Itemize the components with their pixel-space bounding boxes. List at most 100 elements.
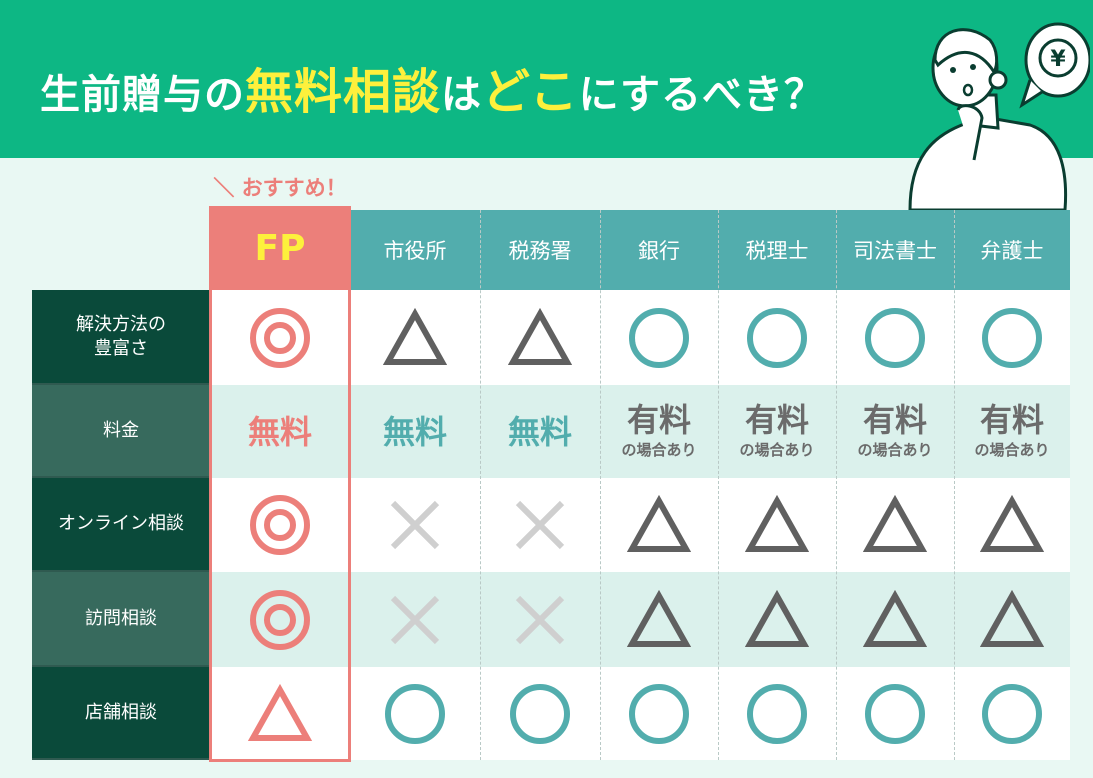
triangle-icon [627, 589, 691, 647]
circle-icon [865, 683, 925, 744]
triangle-icon [508, 307, 572, 365]
title-text: 生前贈与の [40, 72, 245, 118]
triangle-icon [627, 494, 691, 552]
table-cell [836, 290, 954, 385]
table-cell [718, 290, 836, 385]
fee-text: 無料 [382, 412, 447, 451]
fee-note: の場合あり [974, 440, 1050, 459]
fee-note: の場合あり [739, 440, 815, 459]
double-circle-icon [250, 495, 310, 555]
fee-note: の場合あり [857, 440, 933, 459]
column-header-6: 弁護士 [954, 210, 1070, 290]
table-cell [350, 572, 480, 667]
circle-icon [982, 307, 1042, 368]
column-header-fp: FP [210, 206, 350, 290]
column-divider [836, 210, 837, 760]
cross-icon [515, 500, 565, 550]
column-header-1: 市役所 [350, 210, 480, 290]
table-cell: 有料 の場合あり [600, 385, 718, 478]
triangle-icon [745, 494, 809, 552]
table-cell [210, 290, 350, 385]
column-header-2: 税務署 [480, 210, 600, 290]
row-label: 解決方法の 豊富さ [32, 290, 210, 385]
column-header-5: 司法書士 [836, 210, 954, 290]
triangle-icon [980, 589, 1044, 647]
page-title: 生前贈与の無料相談はどこにするべき？ [40, 52, 825, 122]
double-circle-icon [250, 589, 310, 650]
table-cell [836, 478, 954, 572]
table-cell [480, 478, 600, 572]
table-cell: 有料 の場合あり [836, 385, 954, 478]
row-label: オンライン相談 [32, 478, 210, 572]
circle-icon [982, 683, 1042, 744]
table-cell [954, 667, 1070, 760]
thinking-woman-illustration-icon: ¥ [908, 22, 1090, 210]
svg-text:¥: ¥ [1050, 47, 1066, 72]
table-cell: 有料 の場合あり [718, 385, 836, 478]
table-cell [210, 667, 350, 760]
cross-icon [515, 595, 565, 644]
circle-icon [510, 683, 570, 744]
table-cell [480, 572, 600, 667]
table-cell [718, 572, 836, 667]
table-cell [836, 667, 954, 760]
table-cell [718, 478, 836, 572]
table-cell [954, 572, 1070, 667]
circle-icon [385, 683, 445, 744]
fee-text: 有料 [979, 400, 1044, 439]
fee-text: 有料 [744, 400, 809, 439]
circle-icon [747, 307, 807, 368]
table-cell: 有料 の場合あり [954, 385, 1070, 478]
column-header-4: 税理士 [718, 210, 836, 290]
circle-icon [747, 683, 807, 744]
title-highlight: 無料相談 [245, 64, 442, 120]
column-divider [600, 210, 601, 760]
row-label: 料金 [32, 385, 210, 478]
table-cell [600, 667, 718, 760]
column-divider [954, 210, 955, 760]
circle-icon [629, 307, 689, 368]
cross-icon [390, 595, 440, 644]
table-cell [350, 478, 480, 572]
header-banner: 生前贈与の無料相談はどこにするべき？ ¥ [0, 0, 1093, 210]
triangle-icon [383, 307, 447, 365]
column-header-3: 銀行 [600, 210, 718, 290]
column-divider [480, 210, 481, 760]
fee-text: 無料 [507, 412, 572, 451]
table-cell [210, 478, 350, 572]
table-cell [600, 290, 718, 385]
table-cell: 無料 [210, 385, 350, 478]
triangle-icon [863, 589, 927, 647]
title-highlight: どこ [482, 64, 579, 120]
fee-note: の場合あり [621, 440, 697, 459]
title-text: は [441, 72, 483, 118]
fee-text: 有料 [626, 400, 691, 439]
triangle-icon [745, 589, 809, 647]
table-cell [600, 478, 718, 572]
row-label: 店舗相談 [32, 667, 210, 760]
double-circle-icon [250, 307, 310, 368]
table-cell [954, 478, 1070, 572]
triangle-icon [863, 494, 927, 552]
table-cell: 無料 [350, 385, 480, 478]
column-divider [718, 210, 719, 760]
table-cell [718, 667, 836, 760]
triangle-icon [980, 494, 1044, 552]
fee-text: 無料 [247, 412, 312, 451]
title-text: にするべき？ [578, 72, 825, 118]
table-cell [836, 572, 954, 667]
circle-icon [865, 307, 925, 368]
triangle-icon [248, 683, 312, 741]
table-cell [480, 667, 600, 760]
table-cell [210, 572, 350, 667]
table-cell [350, 290, 480, 385]
row-label: 訪問相談 [32, 572, 210, 667]
cross-icon [390, 500, 440, 550]
fee-text: 有料 [862, 400, 927, 439]
circle-icon [629, 683, 689, 744]
table-cell [600, 572, 718, 667]
table-cell [954, 290, 1070, 385]
table-cell: 無料 [480, 385, 600, 478]
table-cell [350, 667, 480, 760]
table-cell [480, 290, 600, 385]
